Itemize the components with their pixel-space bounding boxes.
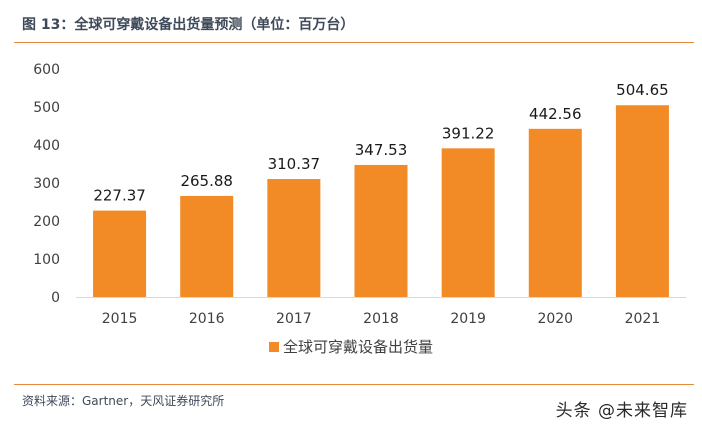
y-tick-label: 0 xyxy=(51,290,60,306)
bar-2021 xyxy=(615,105,669,297)
source-divider xyxy=(14,384,694,385)
chart-area: 0 100 200 300 400 500 600 227.37 2015 265.88 2016 3… xyxy=(14,45,694,381)
data-label-2021: 504.65 xyxy=(616,81,669,99)
data-label-2017: 310.37 xyxy=(268,155,321,173)
legend-label: 全球可穿戴设备出货量 xyxy=(283,338,433,356)
data-label-2019: 391.22 xyxy=(442,124,495,142)
bar-2019 xyxy=(441,148,495,297)
bar-chart: 0 100 200 300 400 500 600 227.37 2015 265.88 2016 3… xyxy=(33,62,686,356)
data-label-2020: 442.56 xyxy=(529,105,582,123)
legend-swatch xyxy=(269,342,279,352)
bar-2015 xyxy=(93,210,147,297)
title-divider xyxy=(14,42,694,43)
x-tick-label-2018: 2018 xyxy=(363,311,399,327)
source-note: 资料来源：Gartner，天风证券研究所 xyxy=(22,394,225,408)
watermark: 头条 @未来智库 xyxy=(555,401,688,421)
bar-2020 xyxy=(528,128,582,297)
x-tick-label-2017: 2017 xyxy=(276,311,312,327)
y-tick-label: 200 xyxy=(33,214,60,230)
figure-title: 图 13：全球可穿戴设备出货量预测（单位：百万台） xyxy=(22,17,355,33)
y-tick-label: 300 xyxy=(33,176,60,192)
data-label-2018: 347.53 xyxy=(355,141,408,159)
data-label-2015: 227.37 xyxy=(93,187,146,205)
x-tick-label-2019: 2019 xyxy=(450,311,486,327)
y-tick-label: 600 xyxy=(33,62,60,78)
x-tick-label-2021: 2021 xyxy=(625,311,661,327)
y-tick-label: 500 xyxy=(33,100,60,116)
x-tick-label-2020: 2020 xyxy=(537,311,573,327)
data-label-2016: 265.88 xyxy=(180,172,233,190)
bar-2016 xyxy=(180,195,234,297)
y-tick-label: 100 xyxy=(33,252,60,268)
x-tick-label-2015: 2015 xyxy=(102,311,138,327)
y-tick-label: 400 xyxy=(33,138,60,154)
x-tick-label-2016: 2016 xyxy=(189,311,225,327)
bar-2017 xyxy=(267,179,321,297)
bar-2018 xyxy=(354,164,408,297)
